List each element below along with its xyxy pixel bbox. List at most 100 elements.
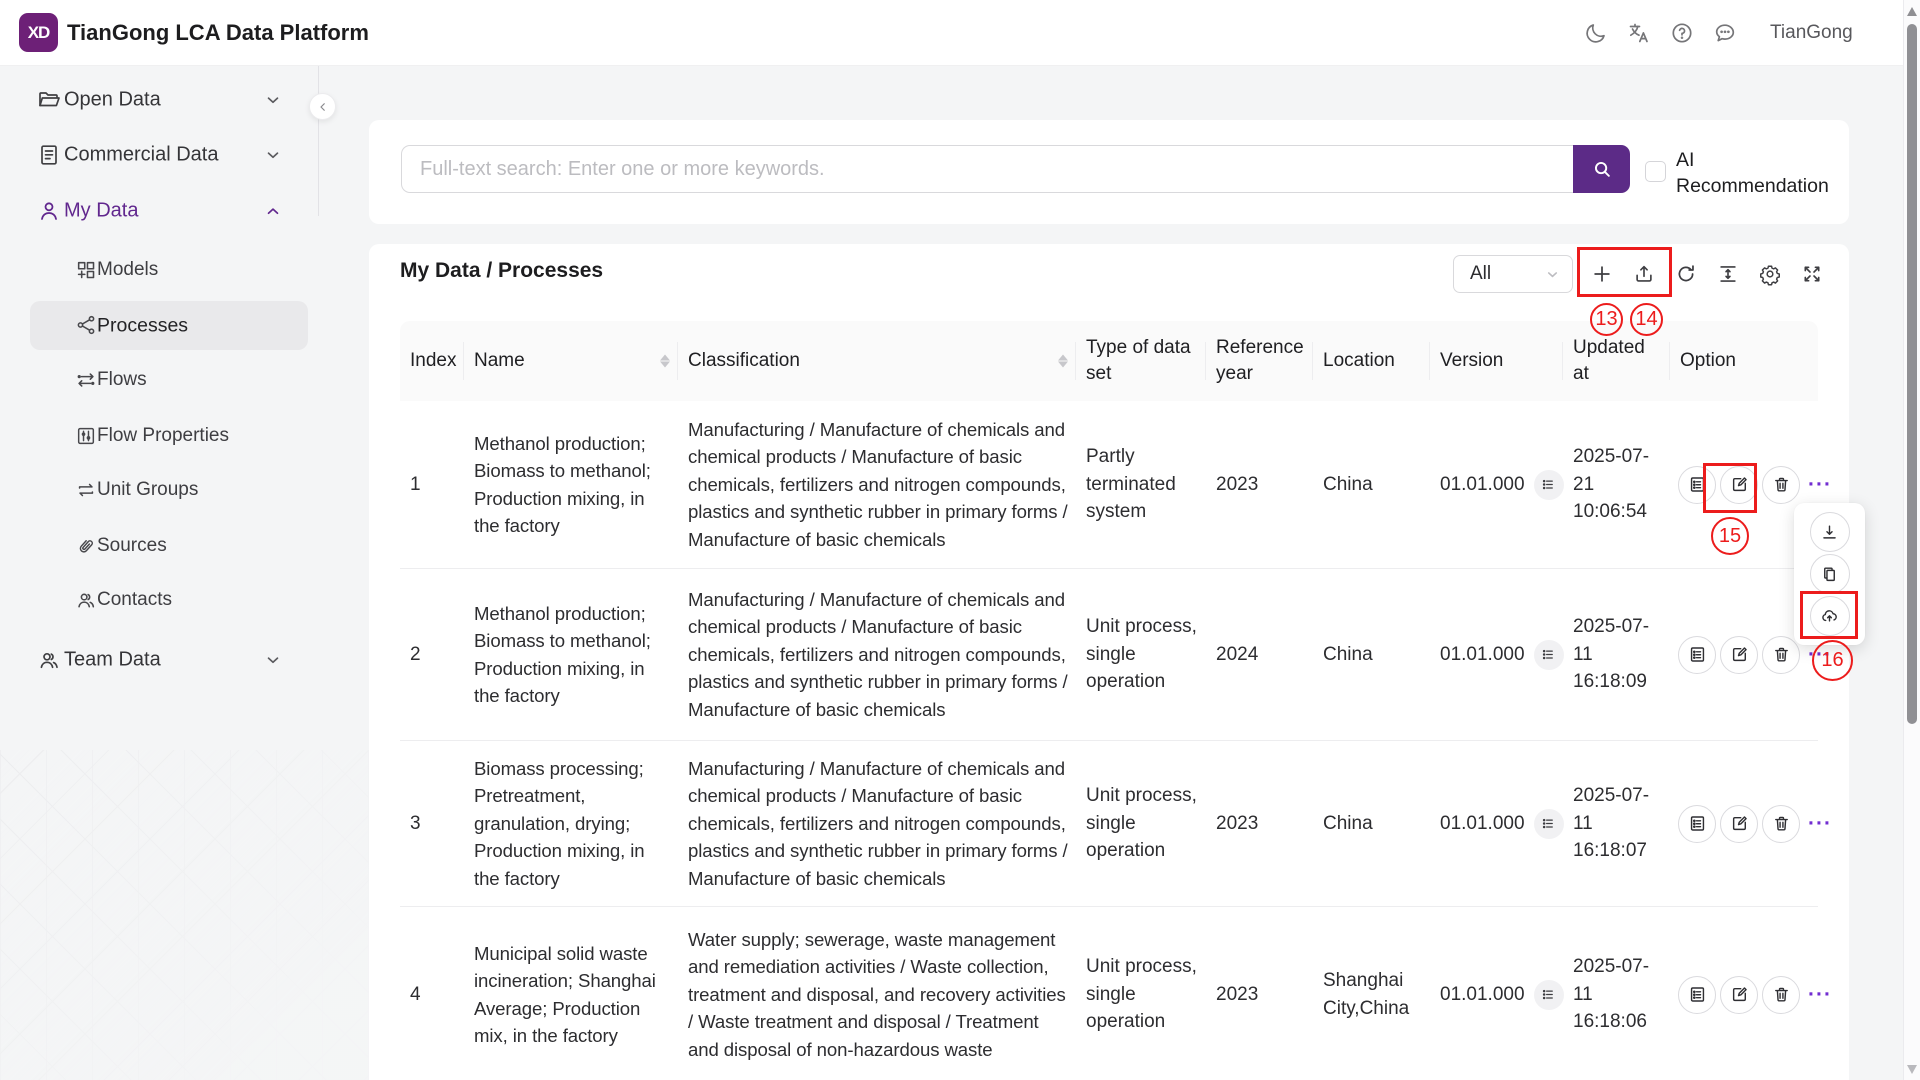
file-icon xyxy=(41,145,57,165)
delete-button[interactable] xyxy=(1762,465,1800,504)
scrollbar-thumb[interactable] xyxy=(1907,24,1917,724)
cell-classification: Manufacturing / Manufacture of chemicals… xyxy=(688,418,1068,550)
column-height-icon[interactable] xyxy=(1717,263,1739,285)
cell-name: Municipal solid waste incineration; Shan… xyxy=(474,942,656,1047)
folder-open-icon xyxy=(39,92,60,107)
cell-option: ··· xyxy=(1670,401,1831,568)
feedback-icon[interactable] xyxy=(1713,21,1737,45)
cell-name: Methanol production; Biomass to methanol… xyxy=(474,602,651,707)
sidebar-item-label: Contacts xyxy=(97,589,172,610)
cell-version: 01.01.000 xyxy=(1430,907,1564,1080)
cell-index: 3 xyxy=(410,812,421,834)
sidebar-item-flows[interactable]: Flows xyxy=(0,358,318,402)
cell-type: Unit process, single operation xyxy=(1086,616,1197,693)
sidebar-item-my-data[interactable]: My Data xyxy=(0,189,318,233)
fullscreen-icon[interactable] xyxy=(1801,263,1823,285)
version-list-icon[interactable] xyxy=(1533,979,1564,1010)
cell-location: China xyxy=(1323,812,1373,834)
refresh-icon[interactable] xyxy=(1675,263,1697,285)
sidebar-item-label: Unit Groups xyxy=(97,479,199,500)
cell-index: 2 xyxy=(410,643,421,665)
dark-mode-icon[interactable] xyxy=(1584,21,1608,45)
version-list-icon[interactable] xyxy=(1533,808,1564,839)
delete-button[interactable] xyxy=(1762,635,1800,674)
cell-type: Partly terminated system xyxy=(1086,446,1176,523)
column-header-name: Name xyxy=(464,321,678,401)
chevron-down-icon xyxy=(267,657,279,664)
column-header-classification: Classification xyxy=(678,321,1076,401)
sidebar-item-models[interactable]: Models xyxy=(0,248,318,292)
sidebar-item-label: Team Data xyxy=(64,648,161,671)
sidebar-item-processes[interactable]: Processes xyxy=(30,301,308,350)
cell-version: 01.01.000 xyxy=(1430,569,1564,740)
annotation-circle-13: 13 xyxy=(1590,303,1623,336)
view-details-button[interactable] xyxy=(1678,465,1716,504)
version-list-icon[interactable] xyxy=(1533,469,1564,500)
edit-button[interactable] xyxy=(1720,465,1758,504)
delete-button[interactable] xyxy=(1762,804,1800,843)
sidebar-item-unit-groups[interactable]: Unit Groups xyxy=(0,468,318,512)
sidebar-item-commercial-data[interactable]: Commercial Data xyxy=(0,133,318,177)
download-button[interactable] xyxy=(1809,512,1850,552)
page-scrollbar[interactable] xyxy=(1903,0,1920,1080)
cell-index: 4 xyxy=(410,983,421,1005)
search-input[interactable] xyxy=(401,145,1573,193)
edit-button[interactable] xyxy=(1720,975,1758,1014)
version-list-icon[interactable] xyxy=(1533,639,1564,670)
cell-location: Shanghai City,China xyxy=(1323,970,1410,1019)
sidebar-item-sources[interactable]: Sources xyxy=(0,524,318,568)
more-actions-button[interactable]: ··· xyxy=(1808,982,1832,1006)
chevron-down-icon xyxy=(267,97,279,104)
user-name[interactable]: TianGong xyxy=(1770,22,1853,43)
header-actions xyxy=(1584,0,1737,66)
plus-icon[interactable] xyxy=(1591,263,1613,285)
chevron-left-icon xyxy=(319,102,325,111)
sidebar-collapse-button[interactable] xyxy=(309,93,336,120)
sidebar-item-flow-properties[interactable]: Flow Properties xyxy=(0,414,318,458)
ai-recommendation-checkbox[interactable] xyxy=(1645,161,1666,182)
cell-classification: Manufacturing / Manufacture of chemicals… xyxy=(688,757,1068,889)
translate-icon[interactable] xyxy=(1627,21,1651,45)
sidebar-divider xyxy=(318,66,319,216)
filter-dropdown[interactable]: All xyxy=(1453,255,1573,293)
table-row: 2 Methanol production; Biomass to methan… xyxy=(400,569,1831,741)
scroll-down-arrow[interactable] xyxy=(1907,1065,1917,1074)
more-actions-button[interactable]: ··· xyxy=(1808,811,1832,835)
paperclip-icon xyxy=(79,539,93,553)
copy-button[interactable] xyxy=(1809,554,1850,594)
sidebar-nav: Open Data Commercial Data My Data Models xyxy=(0,66,318,1080)
cloud-upload-button[interactable] xyxy=(1809,596,1850,636)
sidebar-item-team-data[interactable]: Team Data xyxy=(0,638,318,682)
view-details-button[interactable] xyxy=(1678,635,1716,674)
settings-gear-icon[interactable] xyxy=(1759,263,1781,286)
upload-icon[interactable] xyxy=(1633,263,1655,285)
help-icon[interactable] xyxy=(1670,21,1694,45)
cell-classification: Manufacturing / Manufacture of chemicals… xyxy=(688,588,1068,720)
cell-name: Methanol production; Biomass to methanol… xyxy=(474,432,651,537)
sidebar-item-open-data[interactable]: Open Data xyxy=(0,78,318,122)
chevron-down-icon xyxy=(1547,271,1558,277)
sort-control[interactable] xyxy=(660,354,670,368)
column-header-index: Index xyxy=(400,321,464,401)
more-actions-button[interactable]: ··· xyxy=(1808,472,1832,496)
sidebar-item-contacts[interactable]: Contacts xyxy=(0,578,318,622)
app-logo[interactable]: XD xyxy=(19,13,58,52)
sidebar-item-label: Models xyxy=(97,259,159,280)
scroll-up-arrow[interactable] xyxy=(1907,7,1917,16)
column-header-location: Location xyxy=(1313,321,1430,401)
sidebar-item-label: Sources xyxy=(97,535,167,556)
annotation-circle-14: 14 xyxy=(1630,303,1663,336)
edit-button[interactable] xyxy=(1720,804,1758,843)
cell-type: Unit process, single operation xyxy=(1086,956,1197,1033)
sidebar-item-label: Commercial Data xyxy=(64,143,219,166)
chevron-down-icon xyxy=(267,152,279,159)
column-header-type: Type of data set xyxy=(1076,321,1206,401)
view-details-button[interactable] xyxy=(1678,975,1716,1014)
search-button[interactable] xyxy=(1573,145,1630,193)
table-row: 1 Methanol production; Biomass to methan… xyxy=(400,401,1831,569)
edit-button[interactable] xyxy=(1720,635,1758,674)
sort-control[interactable] xyxy=(1058,354,1068,368)
view-details-button[interactable] xyxy=(1678,804,1716,843)
delete-button[interactable] xyxy=(1762,975,1800,1014)
